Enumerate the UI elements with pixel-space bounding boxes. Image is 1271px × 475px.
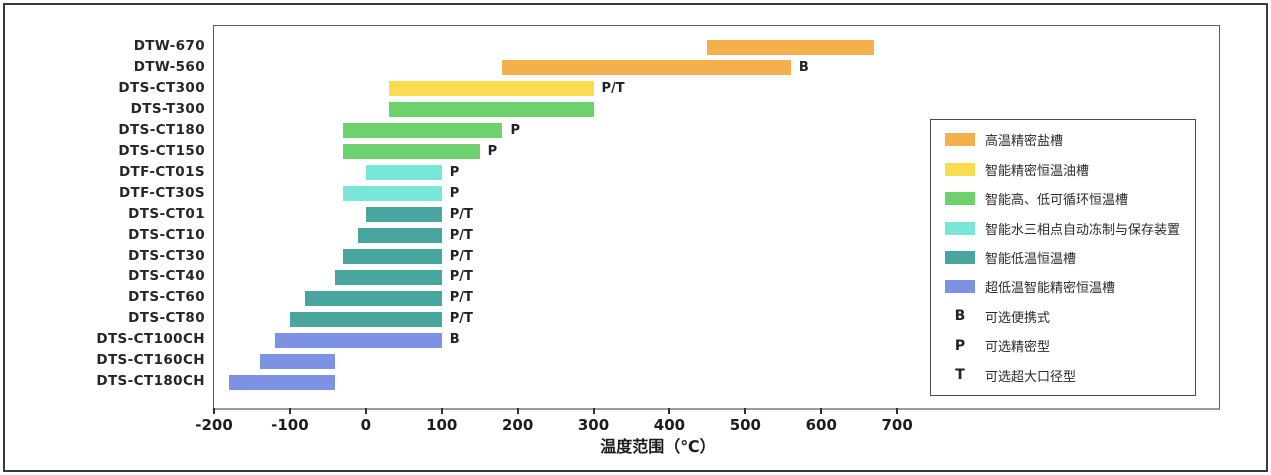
bar-annotation-DTS-CT40: P/T [449,269,473,285]
x-tick-mark [440,408,443,414]
legend-item-label: 可选便携式 [985,310,1051,326]
x-tick-label: 500 [729,416,761,434]
x-tick-mark [896,408,899,414]
range-bar-DTS-CT160CH [259,353,336,369]
y-axis-label-DTS-CT01: DTS-CT01 [128,205,205,222]
legend-item: 智能高、低可循环恒温槽 [945,189,1195,208]
y-axis-label-DTS-CT180: DTS-CT180 [118,121,205,138]
range-bar-DTF-CT30S [343,186,442,202]
legend-item-label: 高温精密盐槽 [985,134,1064,150]
figure-border [3,3,1268,472]
x-tick-label: 300 [577,416,610,434]
y-axis-label-DTF-CT01S: DTF-CT01S [118,163,205,180]
bar-annotation-DTS-CT10: P/T [449,227,473,243]
x-tick-mark [592,408,595,414]
x-tick-label: 700 [881,416,913,434]
bar-annotation-DTF-CT30S: P [449,185,460,201]
legend-item-label: 超低温智能精密恒温槽 [985,281,1116,297]
legend-item-label: 智能精密恒温油槽 [985,163,1090,179]
range-bar-DTS-CT10 [358,228,442,244]
legend-item: 高温精密盐槽 [945,130,1195,149]
range-bar-DTS-CT180CH [229,374,336,390]
range-bar-DTS-CT01 [365,207,442,223]
y-axis-label-DTS-CT60: DTS-CT60 [128,289,205,306]
legend-letter-symbol: P [954,337,966,354]
range-bar-DTS-CT80 [289,311,442,327]
x-tick-label: 200 [501,416,534,434]
legend-letter-symbol: T [955,367,965,384]
legend-item: 超低温智能精密恒温槽 [945,277,1195,296]
range-bar-DTS-CT180 [343,123,503,139]
legend-letter-symbol: B [954,308,966,325]
bar-annotation-DTS-CT300: P/T [601,80,625,96]
bar-annotation-DTS-CT150: P [487,143,498,159]
x-tick-mark [516,408,519,414]
legend-item-label: 智能水三相点自动冻制与保存装置 [985,222,1181,238]
x-tick-label: 400 [653,416,686,434]
bar-annotation-DTS-CT100CH: B [449,332,460,348]
range-bar-DTS-T300 [388,102,594,118]
y-axis-label-DTW-670: DTW-670 [133,38,205,54]
x-tick-mark [364,408,367,414]
y-axis-label-DTS-CT150: DTS-CT150 [118,142,205,159]
range-bar-DTS-CT30 [343,249,442,264]
legend-color-swatch [945,280,975,294]
y-axis-label-DTS-CT80: DTS-CT80 [128,310,205,327]
legend-item-label: 智能低温恒温槽 [985,251,1077,267]
y-axis-label-DTS-CT100CH: DTS-CT100CH [96,331,205,348]
x-tick-label: 100 [426,416,458,434]
range-bar-DTS-CT60 [305,290,442,306]
x-tick-label: 0 [360,416,372,434]
legend-letter-item: B 可选便携式 [945,307,1195,326]
x-tick-mark [213,408,215,414]
x-tick-mark [668,408,671,414]
range-bar-DTS-CT150 [343,144,480,160]
range-bar-DTS-CT100CH [274,332,442,348]
legend-item-label: 可选超大口径型 [985,369,1077,385]
x-tick-label: -100 [271,416,309,434]
legend-letter-item: T 可选超大口径型 [945,366,1195,385]
bar-annotation-DTS-CT180: P [510,122,520,138]
bar-annotation-DTW-560: B [798,59,809,75]
y-axis-label-DTS-CT40: DTS-CT40 [128,268,205,285]
legend-item-label: 可选精密型 [985,340,1051,356]
legend-color-swatch [945,162,975,176]
legend-letter-item: P 可选精密型 [945,336,1195,356]
legend-color-swatch [945,133,975,147]
y-axis-label-DTF-CT30S: DTF-CT30S [118,184,205,201]
y-axis-label-DTS-CT30: DTS-CT30 [128,247,205,264]
bar-annotation-DTS-CT80: P/T [449,311,473,327]
bar-annotation-DTS-CT01: P/T [449,206,473,222]
x-tick-mark [820,408,823,414]
legend-color-swatch [945,250,975,264]
y-axis-label-DTW-560: DTW-560 [133,58,205,75]
range-bar-DTF-CT01S [365,165,442,181]
legend-item: 智能精密恒温油槽 [945,160,1195,179]
y-axis-label-DTS-CT300: DTS-CT300 [118,79,205,96]
y-axis-label-DTS-T300: DTS-T300 [130,100,205,117]
legend: 高温精密盐槽智能精密恒温油槽智能高、低可循环恒温槽智能水三相点自动冻制与保存装置… [930,119,1196,396]
legend-item: 智能水三相点自动冻制与保存装置 [945,219,1195,238]
x-tick-mark [288,408,291,414]
x-tick-mark [744,408,747,414]
legend-item-label: 智能高、低可循环恒温槽 [985,193,1129,209]
bar-annotation-DTF-CT01S: P [449,164,460,180]
bar-annotation-DTS-CT60: P/T [449,290,473,306]
x-tick-label: 600 [805,416,837,434]
y-axis-label-DTS-CT160CH: DTS-CT160CH [96,352,205,369]
bar-annotation-DTS-CT30: P/T [449,248,473,264]
x-axis-title: 温度范围（℃） [600,437,716,456]
x-tick-label: -200 [195,416,233,434]
range-bar-DTS-CT40 [335,269,442,285]
legend-color-swatch [945,192,975,206]
range-bar-DTS-CT300 [388,81,594,97]
range-bar-DTW-560 [502,60,791,76]
y-axis-label-DTS-CT180CH: DTS-CT180CH [96,373,205,390]
legend-color-swatch [945,221,975,235]
range-bar-DTW-670 [707,39,875,55]
legend-item: 智能低温恒温槽 [945,248,1195,267]
y-axis-label-DTS-CT10: DTS-CT10 [128,226,205,243]
